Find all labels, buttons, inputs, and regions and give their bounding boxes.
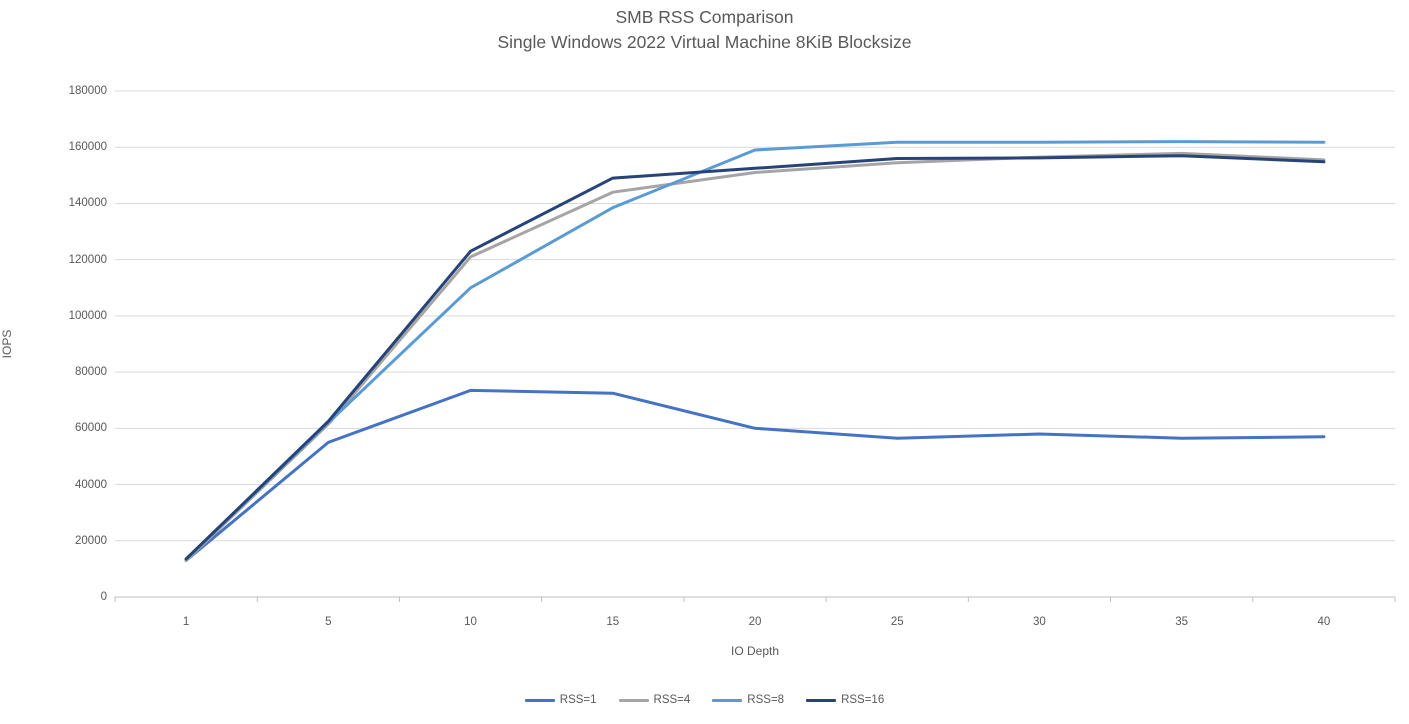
legend-item-rss-8: RSS=8: [712, 694, 784, 706]
legend-line-swatch: [712, 698, 743, 702]
x-tick-label: 1: [182, 616, 190, 628]
y-tick-label: 60000: [75, 422, 107, 435]
chart-subtitle: Single Windows 2022 Virtual Machine 8KiB…: [497, 32, 912, 52]
y-tick-label: 140000: [68, 197, 107, 210]
series-line-rss-4: [184, 151, 1326, 562]
legend-item-rss-4: RSS=4: [618, 694, 691, 706]
x-tick-label: 40: [1317, 616, 1331, 628]
x-tick-label: 30: [1033, 616, 1046, 628]
series-line-rss-16: [184, 154, 1326, 561]
x-tick-label: 15: [606, 616, 620, 628]
y-tick-label: 160000: [68, 141, 107, 154]
x-tick-label: 5: [325, 616, 332, 628]
legend-line-swatch: [806, 698, 837, 702]
y-tick-label: 100000: [68, 309, 107, 322]
y-tick-label: 80000: [75, 366, 107, 379]
legend-item-rss-16: RSS=16: [806, 694, 884, 706]
x-tick-label: 20: [748, 616, 762, 628]
x-tick-label: 25: [890, 616, 904, 628]
y-tick-label: 20000: [75, 534, 107, 547]
legend-label: RSS=16: [841, 694, 885, 706]
legend-label: RSS=4: [653, 694, 691, 706]
legend-item-rss-1: RSS=1: [524, 694, 597, 706]
legend-line-swatch: [618, 698, 649, 702]
y-tick-label: 120000: [68, 253, 107, 266]
legend-line-swatch: [524, 698, 555, 702]
legend-label: RSS=1: [559, 694, 597, 706]
legend: RSS=1 RSS=4 RSS=8 RSS=16: [0, 694, 1409, 706]
x-tick-label: 10: [464, 616, 477, 628]
series-line-rss-8: [184, 140, 1326, 561]
series-line-rss-1: [184, 388, 1326, 562]
y-tick-label: 180000: [68, 85, 107, 97]
y-axis-title: IOPS: [0, 329, 14, 359]
y-tick-label: 0: [100, 591, 107, 603]
chart-title: SMB RSS Comparison: [615, 7, 794, 27]
legend-label: RSS=8: [747, 694, 785, 706]
y-tick-label: 40000: [75, 478, 107, 491]
x-axis-title: IO Depth: [730, 644, 780, 658]
x-tick-label: 35: [1175, 616, 1189, 628]
